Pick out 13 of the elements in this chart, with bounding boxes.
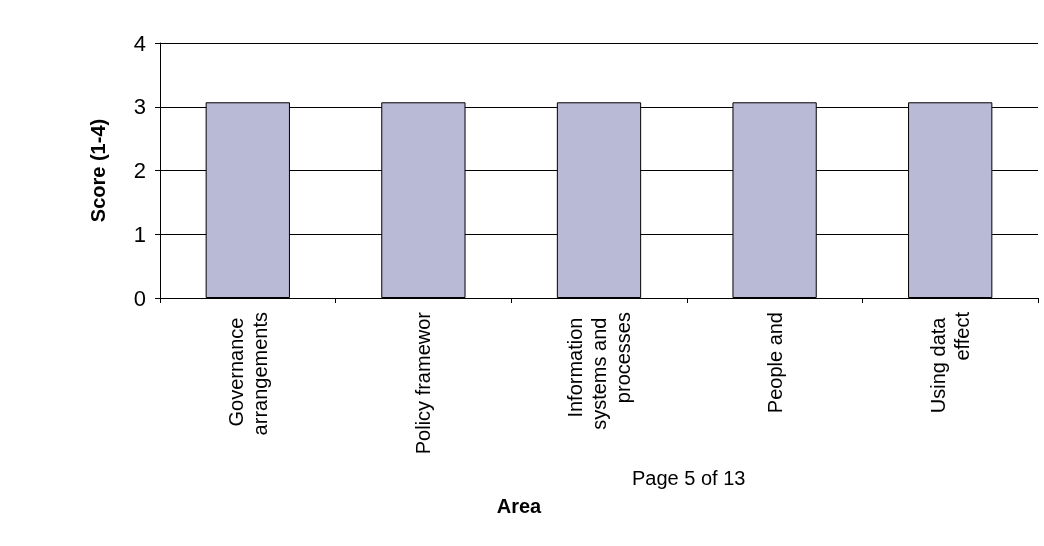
y-axis-title: Score (1-4) [87, 118, 109, 223]
x-axis-title: Area [496, 495, 543, 517]
x-tick-label: Using data effect [927, 311, 974, 414]
y-tick-label: 0 [133, 285, 146, 311]
y-tick-label: 1 [133, 221, 146, 247]
x-tick-label: Information systems and processes [564, 312, 634, 430]
y-tick-label: 2 [133, 158, 146, 183]
x-tick-label: Policy framewor [412, 311, 435, 455]
y-tick-label: 4 [133, 30, 146, 56]
y-tick-label: 3 [133, 94, 146, 120]
text: Page 5 of 13 [632, 467, 746, 489]
x-tick-label: Governance arrangements [224, 312, 271, 436]
x-tick-label: People and [763, 312, 786, 414]
